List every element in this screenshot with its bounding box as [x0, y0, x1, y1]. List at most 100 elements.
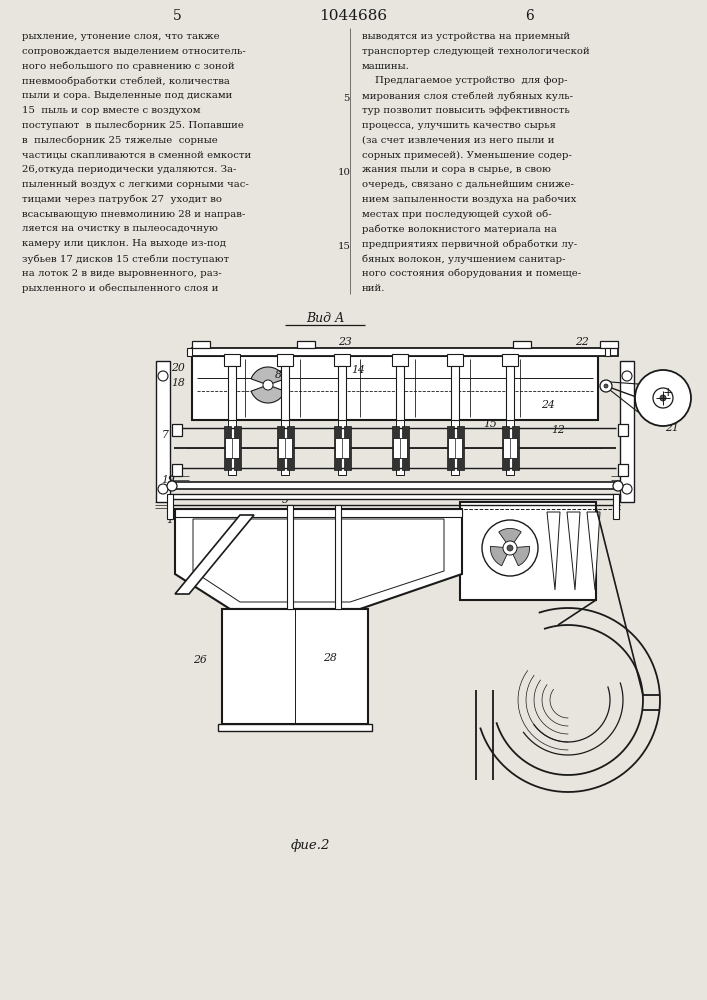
- Bar: [618, 464, 628, 476]
- Bar: [448, 438, 462, 458]
- Circle shape: [482, 520, 538, 576]
- Text: 18: 18: [171, 378, 185, 388]
- Circle shape: [622, 371, 632, 381]
- Polygon shape: [587, 512, 600, 590]
- Bar: [156, 361, 170, 502]
- Bar: [170, 494, 620, 499]
- Text: 25: 25: [191, 570, 205, 580]
- Text: 19: 19: [161, 475, 175, 485]
- Circle shape: [635, 370, 691, 426]
- Polygon shape: [567, 512, 580, 590]
- Text: частицы скапливаются в сменной емкости: частицы скапливаются в сменной емкости: [22, 150, 251, 159]
- Bar: [228, 420, 236, 475]
- Bar: [224, 354, 240, 366]
- Bar: [613, 494, 619, 519]
- Text: нием запыленности воздуха на рабочих: нием запыленности воздуха на рабочих: [362, 195, 576, 204]
- Bar: [502, 354, 518, 366]
- Text: на лоток 2 в виде выровненного, раз-: на лоток 2 в виде выровненного, раз-: [22, 269, 221, 278]
- Text: сопровождается выделением относитель-: сопровождается выделением относитель-: [22, 47, 246, 56]
- Bar: [344, 426, 351, 470]
- Bar: [396, 420, 404, 475]
- Circle shape: [613, 481, 623, 491]
- Text: 10: 10: [337, 168, 351, 177]
- Bar: [506, 366, 514, 420]
- Circle shape: [604, 384, 608, 388]
- Text: мирования слоя стеблей лубяных куль-: мирования слоя стеблей лубяных куль-: [362, 91, 573, 101]
- Bar: [281, 420, 289, 475]
- Circle shape: [507, 545, 513, 551]
- Bar: [393, 438, 407, 458]
- Bar: [170, 482, 620, 489]
- Text: +: +: [662, 386, 673, 399]
- Bar: [605, 348, 610, 356]
- Bar: [224, 426, 231, 470]
- Text: ного небольшого по сравнению с зоной: ного небольшого по сравнению с зоной: [22, 62, 235, 71]
- Wedge shape: [498, 528, 521, 548]
- Bar: [402, 426, 409, 470]
- Text: поступают  в пылесборник 25. Попавшие: поступают в пылесборник 25. Попавшие: [22, 121, 244, 130]
- Text: 1: 1: [167, 515, 173, 525]
- Text: в  пылесборник 25 тяжелые  сорные: в пылесборник 25 тяжелые сорные: [22, 136, 218, 145]
- Text: 29: 29: [301, 509, 315, 519]
- Bar: [335, 438, 349, 458]
- Text: транспортер следующей технологической: транспортер следующей технологической: [362, 47, 590, 56]
- Text: сорных примесей). Уменьшение содер-: сорных примесей). Уменьшение содер-: [362, 150, 572, 160]
- Bar: [287, 426, 294, 470]
- Bar: [167, 494, 173, 519]
- Text: рыхление, утонение слоя, что также: рыхление, утонение слоя, что также: [22, 32, 220, 41]
- Text: бяных волокон, улучшением санитар-: бяных волокон, улучшением санитар-: [362, 254, 566, 263]
- Text: 20: 20: [171, 363, 185, 373]
- Bar: [187, 348, 192, 356]
- Bar: [618, 424, 628, 436]
- Text: предприятиях первичной обработки лу-: предприятиях первичной обработки лу-: [362, 239, 577, 249]
- Text: пневмообработки стеблей, количества: пневмообработки стеблей, количества: [22, 76, 230, 86]
- Polygon shape: [175, 515, 254, 594]
- Text: 15: 15: [483, 419, 497, 429]
- Wedge shape: [251, 385, 285, 403]
- Text: 14: 14: [351, 365, 365, 375]
- Text: (за счет извлечения из него пыли и: (за счет извлечения из него пыли и: [362, 136, 554, 145]
- Text: Предлагаемое устройство  для фор-: Предлагаемое устройство для фор-: [362, 76, 568, 85]
- Bar: [334, 354, 350, 366]
- Bar: [396, 366, 404, 420]
- Wedge shape: [510, 546, 530, 566]
- Bar: [392, 354, 408, 366]
- Text: 5: 5: [343, 94, 349, 103]
- Bar: [228, 366, 236, 420]
- Text: 22: 22: [575, 337, 589, 347]
- Bar: [503, 438, 517, 458]
- Bar: [172, 424, 182, 436]
- Bar: [175, 509, 462, 517]
- Bar: [192, 348, 618, 356]
- Text: местах при последующей сухой об-: местах при последующей сухой об-: [362, 210, 551, 219]
- Bar: [620, 361, 634, 502]
- Bar: [451, 366, 459, 420]
- Circle shape: [660, 395, 666, 401]
- Text: ний.: ний.: [362, 284, 385, 293]
- Text: работке волокнистого материала на: работке волокнистого материала на: [362, 224, 557, 234]
- Bar: [513, 341, 531, 348]
- Text: 21: 21: [665, 423, 679, 433]
- Bar: [334, 426, 341, 470]
- Circle shape: [503, 541, 517, 555]
- Circle shape: [622, 484, 632, 494]
- Bar: [218, 724, 372, 731]
- Text: ного состояния оборудования и помеще-: ного состояния оборудования и помеще-: [362, 269, 581, 278]
- Text: пыленный воздух с легкими сорными час-: пыленный воздух с легкими сорными час-: [22, 180, 249, 189]
- Text: 12: 12: [551, 425, 565, 435]
- Text: 1044686: 1044686: [319, 9, 387, 23]
- Text: 23: 23: [338, 337, 352, 347]
- Bar: [600, 341, 618, 348]
- Bar: [287, 505, 293, 609]
- Text: 28: 28: [323, 653, 337, 663]
- Text: зубьев 17 дисков 15 стебли поступают: зубьев 17 дисков 15 стебли поступают: [22, 254, 229, 263]
- Bar: [281, 366, 289, 420]
- Circle shape: [167, 481, 177, 491]
- Text: рыхленного и обеспыленного слоя и: рыхленного и обеспыленного слоя и: [22, 284, 218, 293]
- Wedge shape: [491, 546, 510, 566]
- Bar: [335, 505, 341, 609]
- Text: пыли и сора. Выделенные под дисками: пыли и сора. Выделенные под дисками: [22, 91, 233, 100]
- Text: жания пыли и сора в сырье, в свою: жания пыли и сора в сырье, в свою: [362, 165, 551, 174]
- Bar: [234, 426, 241, 470]
- Bar: [225, 438, 239, 458]
